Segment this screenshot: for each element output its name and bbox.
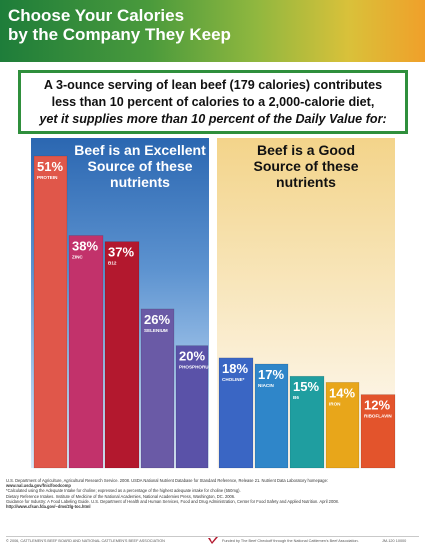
good-heading-line-2: Source of these xyxy=(253,158,359,174)
bar-category-label: B12 xyxy=(108,261,117,266)
bar-category-label: ZINC xyxy=(72,255,83,260)
bar-value-label: 20% xyxy=(179,349,205,364)
bar-phosphorus xyxy=(175,345,209,469)
bar-category-label: PHOSPHORUS xyxy=(179,365,212,370)
footnote-line: *Calculated using the Adequate Intake fo… xyxy=(6,488,241,494)
callout-box: A 3-ounce serving of lean beef (179 calo… xyxy=(18,70,408,134)
bar-value-label: 37% xyxy=(108,245,134,260)
beef-checkoff-logo-icon xyxy=(208,537,218,544)
bar-value-label: 18% xyxy=(222,361,248,376)
bar-value-label: 17% xyxy=(258,367,284,382)
good-heading-line-1: Beef is a Good xyxy=(256,142,356,158)
bar-value-label: 51% xyxy=(37,159,63,174)
good-source-heading: Beef is a Good Source of these nutrients xyxy=(217,142,395,190)
footnote-line: Dietary Reference Intakes. Institute of … xyxy=(6,493,236,499)
callout-line-2: less than 10 percent of calories to a 2,… xyxy=(51,95,375,109)
footer-divider xyxy=(6,536,419,537)
bar-b12 xyxy=(104,241,140,469)
bar-choline xyxy=(218,357,254,469)
bar-category-label: NIACIN xyxy=(258,383,275,388)
callout-line-3: yet it supplies more than 10 percent of … xyxy=(39,112,387,126)
bar-value-label: 26% xyxy=(144,312,170,327)
bar-selenium xyxy=(140,308,175,469)
bar-category-label: CHOLINE* xyxy=(222,377,245,382)
bar-riboflavin xyxy=(360,394,396,469)
page-title-line-2: by the Company They Keep xyxy=(8,25,231,44)
page-title-line-1: Choose Your Calories xyxy=(8,6,185,25)
excellent-source-heading: Beef is an Excellent Source of these nut… xyxy=(31,142,209,190)
bar-category-label: SELENIUM xyxy=(144,328,168,333)
bar-zinc xyxy=(68,235,104,469)
bar-niacin xyxy=(254,363,289,469)
bar-value-label: 12% xyxy=(364,398,390,413)
footer-code: JM-120 10000 xyxy=(382,539,407,543)
footer-copyright: © 2006, CATTLEMEN'S BEEF BOARD AND NATIO… xyxy=(6,539,165,543)
bar-category-label: IRON xyxy=(329,401,341,406)
excellent-heading-line-3: nutrients xyxy=(110,174,170,190)
bar-value-label: 14% xyxy=(329,385,355,400)
footer-funding: Funded by The Beef Checkoff through the … xyxy=(222,539,359,543)
good-heading-line-3: nutrients xyxy=(276,174,336,190)
footnote-line: U.S. Department of Agriculture, Agricult… xyxy=(6,478,328,483)
bar-category-label: PROTEIN xyxy=(37,175,58,180)
header-banner: Choose Your Calories by the Company They… xyxy=(0,0,425,62)
excellent-heading-line-1: Beef is an Excellent xyxy=(74,142,206,158)
callout-line-1: A 3-ounce serving of lean beef (179 calo… xyxy=(43,78,383,92)
excellent-heading-line-2: Source of these xyxy=(87,158,193,174)
footnotes: U.S. Department of Agriculture, Agricult… xyxy=(6,478,396,509)
bar-value-label: 15% xyxy=(293,379,319,394)
bar-category-label: B6 xyxy=(293,395,299,400)
bar-protein xyxy=(33,155,68,469)
bar-b6 xyxy=(289,375,325,469)
bar-iron xyxy=(325,382,360,469)
page-title: Choose Your Calories by the Company They… xyxy=(8,6,308,44)
footnote-line: Guidance for Industry: A Food Labeling G… xyxy=(6,498,339,504)
footnote-link: http://www.cfsan.fda.gov/~dms/2lg-toc.ht… xyxy=(6,504,91,510)
bar-category-label: RIBOFLAVIN xyxy=(364,414,392,419)
bar-value-label: 38% xyxy=(72,239,98,254)
footnote-link: www.nal.usda.gov/fnic/foodcomp xyxy=(6,483,71,489)
